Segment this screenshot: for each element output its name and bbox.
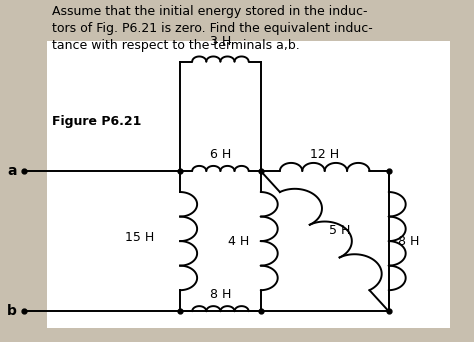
Text: 8 H: 8 H xyxy=(398,235,419,248)
Text: 8 H: 8 H xyxy=(210,288,231,301)
Text: Figure P6.21: Figure P6.21 xyxy=(52,115,142,128)
Text: a: a xyxy=(7,164,17,178)
Text: 6 H: 6 H xyxy=(210,148,231,161)
Text: 12 H: 12 H xyxy=(310,148,339,161)
Text: 3 H: 3 H xyxy=(210,35,231,48)
Bar xyxy=(47,41,450,328)
Text: Assume that the initial energy stored in the induc-
tors of Fig. P6.21 is zero. : Assume that the initial energy stored in… xyxy=(52,5,373,52)
Text: b: b xyxy=(7,304,17,318)
Text: 5 H: 5 H xyxy=(329,224,351,237)
Text: 4 H: 4 H xyxy=(228,235,249,248)
Text: 15 H: 15 H xyxy=(125,231,154,244)
